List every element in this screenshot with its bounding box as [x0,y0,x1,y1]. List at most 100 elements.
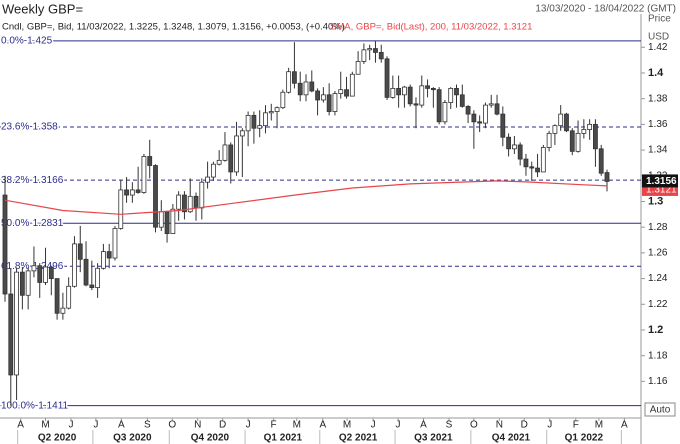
candle-body [558,113,564,127]
auto-button[interactable] [644,402,676,417]
quarter-label: Q1 2022 [565,433,604,444]
candle-body [205,176,210,183]
sma-price-label: 1.3121 [646,185,677,196]
quarter-label: Q2 2021 [339,433,378,444]
legend-sma: SMA, GBP=, Bid(Last), 200, 11/03/2022, 1… [330,22,532,33]
candle-body [193,195,199,209]
x-tick-label: J [371,420,376,431]
candle-body [564,113,569,132]
candle-body [448,88,454,103]
x-tick-label: M [293,420,301,431]
candle-body [141,156,147,193]
x-tick-label: F [271,420,277,431]
candle-body [332,93,338,112]
candle-body [245,114,251,132]
x-tick-label: D [219,420,226,431]
candle-body [60,307,66,314]
candle-body [187,195,193,213]
candle-body [349,73,355,97]
candle-body [89,284,95,288]
candle-body [384,58,390,98]
candle-body [471,113,477,123]
x-tick-label: J [547,420,552,431]
candle-body [199,181,205,209]
y-tick-label: 1.28 [648,222,668,233]
y-tick-label: 1.4 [648,67,664,79]
candle-body [106,251,112,259]
y-tick-label: 1.16 [648,376,668,387]
candle-body [153,165,158,228]
candle-body [280,91,286,109]
candle-body [182,194,187,213]
fib-label: 100.0%-1.1411 [1,400,69,411]
x-tick-label: N [194,420,201,431]
candle-body [263,112,268,127]
candle-body [216,159,222,165]
candle-body [274,107,280,112]
candle-body [210,163,216,178]
quarter-label: Q1 2021 [264,433,303,444]
x-tick-label: O [470,420,478,431]
candle-body [407,86,413,105]
y-tick-label: 1.42 [648,42,668,53]
auto-label[interactable]: Auto [650,405,671,416]
price-label: Price [648,14,671,25]
y-tick-label: 1.2 [648,324,663,336]
candle-body [2,194,8,295]
candle-body [129,189,135,196]
fib-label: 0.0%-1.425 [1,35,53,46]
candle-body [494,103,500,115]
y-tick-label: 1.26 [648,248,668,259]
candle-body [355,61,361,75]
quarter-label: Q2 2020 [38,433,77,444]
candle-body [315,90,320,101]
last-price-label: 1.3156 [646,176,677,187]
candle-body [95,267,101,288]
fib-label: 23.6%-1.358 [1,122,58,133]
date-range: 13/03/2020 - 18/04/2022 (GMT) [535,4,676,15]
currency-label: USD [648,32,669,43]
candle-body [459,94,465,107]
y-tick-label: 1.38 [648,93,668,104]
candle-body [430,88,436,91]
x-tick-label: J [246,420,251,431]
x-tick-label: F [573,420,579,431]
candle-body [483,104,488,124]
candle-body [569,130,575,152]
candle-body [454,88,459,96]
y-tick-label: 1.22 [648,299,668,310]
x-tick-label: O [168,420,176,431]
x-tick-label: J [68,420,73,431]
candle-body [268,111,274,114]
candle-body [48,266,54,279]
candle-body [118,189,124,229]
candle-body [413,103,419,106]
candle-body [303,81,309,96]
x-tick-label: A [621,420,628,431]
candle-body [135,189,141,193]
candle-body [170,208,176,235]
candle-body [176,194,182,210]
candle-body [147,156,153,166]
candle-body [222,144,228,161]
candle-body [239,130,245,137]
candle-body [309,81,315,92]
y-tick-label: 1.3 [648,195,663,207]
candle-body [326,94,332,112]
candle-body [25,270,31,296]
candle-body [546,132,552,148]
candle-body [164,211,170,235]
quarter-label: Q3 2021 [414,433,453,444]
candle-body [419,85,425,106]
candle-body [83,258,89,286]
candle-body [523,158,529,168]
x-tick-label: D [521,420,528,431]
candle-body [292,71,297,84]
candle-body [598,148,604,174]
candle-body [320,94,326,101]
fib-label: 38.2%-1.3166 [1,175,64,186]
candle-body [390,88,396,98]
